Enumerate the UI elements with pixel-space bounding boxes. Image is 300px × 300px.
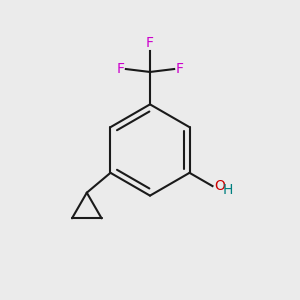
Text: H: H <box>223 183 233 196</box>
Text: F: F <box>176 62 184 76</box>
Text: F: F <box>146 36 154 50</box>
Text: F: F <box>116 62 124 76</box>
Text: O: O <box>214 179 225 193</box>
